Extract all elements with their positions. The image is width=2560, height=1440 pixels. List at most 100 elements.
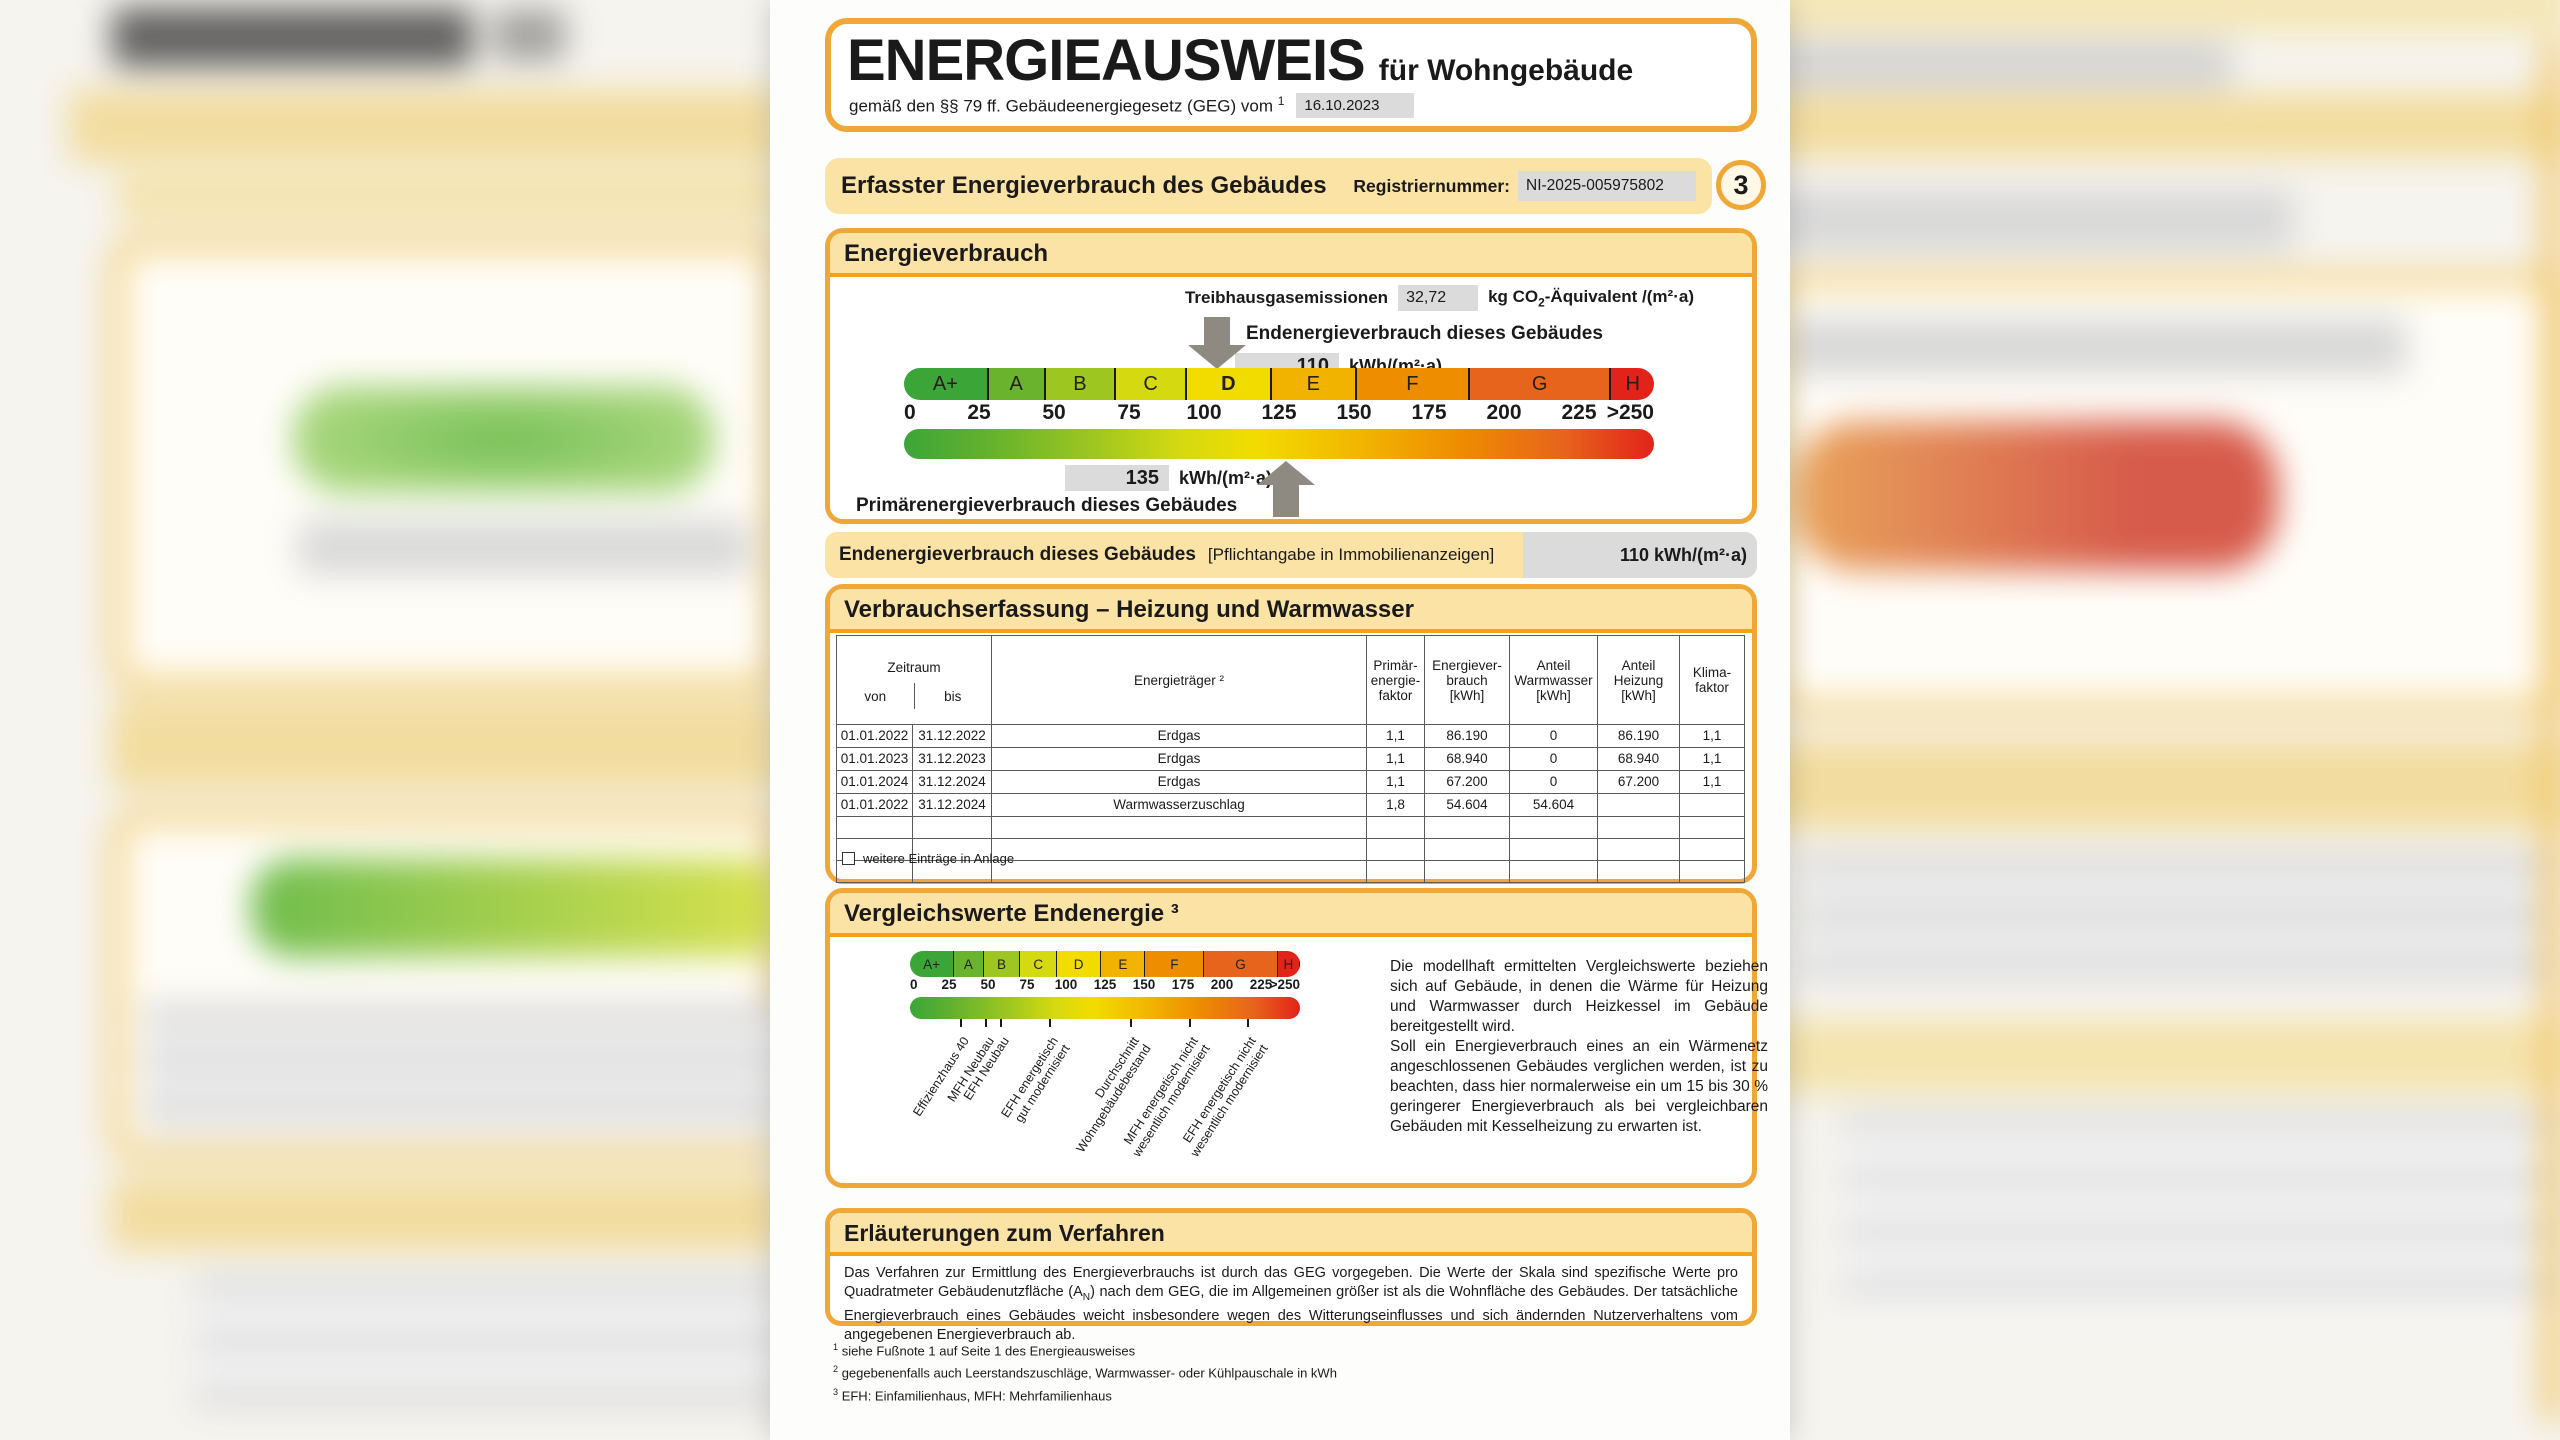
cmp-tick-75: 75 <box>1019 977 1035 992</box>
cmp-segment-e: E <box>1101 951 1146 977</box>
tick-75: 75 <box>1117 401 1141 424</box>
law-date-field: 16.10.2023 <box>1296 93 1415 118</box>
cmp-marker-tick <box>1130 1019 1132 1027</box>
explanation-box-title: Erläuterungen zum Verfahren <box>830 1213 1752 1256</box>
cmp-tick-25: 25 <box>941 977 957 992</box>
cmp-tick-225: 225 <box>1249 977 1273 992</box>
page-number-badge: 3 <box>1716 160 1766 210</box>
footnotes: 1 siehe Fußnote 1 auf Seite 1 des Energi… <box>833 1338 1337 1405</box>
comparison-rotated-labels: Effizienzhaus 40 MFH Neubau EFH Neubau E… <box>910 1019 1300 1179</box>
cmp-tick-0: 0 <box>910 977 918 992</box>
ghg-unit: kg CO2-Äquivalent /(m²·a) <box>1488 286 1694 310</box>
cmp-marker-tick <box>1049 1019 1051 1027</box>
section-title: Erfasster Energieverbrauch des Gebäudes <box>841 172 1327 199</box>
tick-225: 225 <box>1561 401 1597 424</box>
tick-250plus: >250 <box>1606 401 1654 424</box>
cmp-segment-f: F <box>1145 951 1205 977</box>
cmp-label-efh-gut-modernisiert: EFH energetisch gut modernisiert <box>998 1034 1073 1125</box>
cmp-segment-a: A <box>954 951 984 977</box>
energy-box-title: Energieverbrauch <box>830 233 1752 277</box>
comparison-gradient-bar <box>910 997 1300 1027</box>
cmp-segment-d: D <box>1057 951 1102 977</box>
blurred-right-page <box>1790 0 2560 1440</box>
cmp-tick-250plus: >250 <box>1269 977 1300 992</box>
comparison-box-title: Vergleichswerte Endenergie ³ <box>830 893 1752 937</box>
scale-segment-d-highlighted: D <box>1186 368 1272 400</box>
comparison-paragraph: Die modellhaft ermittelten Vergleichswer… <box>1390 957 1768 1137</box>
scale-segment-a: A <box>988 368 1046 400</box>
col-header-pef: Primär- energie- faktor <box>1366 635 1426 725</box>
more-entries-label: weitere Einträge in Anlage <box>863 851 1015 866</box>
table-row: 01.01.2024 31.12.2024 Erdgas 1,1 67.200 0 6… <box>836 770 1746 794</box>
primary-energy-unit: kWh/(m²·a) <box>1179 467 1272 488</box>
table-row-empty <box>836 860 1746 883</box>
footnote-1: 1 siehe Fußnote 1 auf Seite 1 des Energi… <box>833 1342 1136 1359</box>
cmp-marker-tick <box>1247 1019 1249 1027</box>
col-header-zeitraum: Zeitraum von bis <box>835 635 993 725</box>
tick-175: 175 <box>1411 401 1447 424</box>
tick-125: 125 <box>1261 401 1297 424</box>
cmp-segment-b: B <box>983 951 1021 977</box>
tick-100: 100 <box>1186 401 1222 424</box>
cmp-tick-50: 50 <box>980 977 996 992</box>
tick-0: 0 <box>904 401 916 424</box>
law-footnote-marker: 1 <box>1277 94 1285 109</box>
table-row: 01.01.2023 31.12.2023 Erdgas 1,1 68.940 0 6… <box>836 747 1746 771</box>
comparison-tick-labels: 0 25 50 75 100 125 150 175 200 225 >250 <box>910 977 1300 997</box>
document-title: ENERGIEAUSWEIS <box>847 28 1366 93</box>
comparison-paragraph-2: Soll ein Energieverbrauch eines an ein W… <box>1390 1038 1768 1135</box>
footnote-3: 3 EFH: Einfamilienhaus, MFH: Mehrfamilie… <box>833 1386 1112 1403</box>
consumption-box: Verbrauchserfassung – Heizung und Warmwa… <box>825 584 1757 884</box>
col-header-bis: bis <box>944 688 962 704</box>
primary-energy-value-line: 135 kWh/(m²·a) <box>1065 465 1272 491</box>
scale-segment-g: G <box>1469 368 1612 400</box>
section-header-bar: Erfasster Energieverbrauch des Gebäudes … <box>825 158 1712 214</box>
table-row: 01.01.2022 31.12.2022 Erdgas 1,1 86.190 0 8… <box>836 724 1746 748</box>
comparison-scale: A+ A B C D E F G H 0 25 50 75 100 125 <box>910 951 1300 1179</box>
cmp-tick-100: 100 <box>1054 977 1078 992</box>
energy-class-scale: A+ A B C D E F G H <box>904 368 1654 400</box>
certificate-page: ENERGIEAUSWEIS für Wohngebäude gemäß den… <box>770 0 1790 1440</box>
scale-segment-aplus: A+ <box>904 368 989 400</box>
tick-200: 200 <box>1486 401 1522 424</box>
tick-50: 50 <box>1042 401 1066 424</box>
cmp-tick-200: 200 <box>1210 977 1234 992</box>
comparison-paragraph-1: Die modellhaft ermittelten Vergleichswer… <box>1390 958 1768 1035</box>
ghg-line: Treibhausgasemissionen 32,72 kg CO2-Äqui… <box>830 285 1694 311</box>
more-entries-checkbox[interactable] <box>842 852 855 865</box>
cmp-tick-175: 175 <box>1171 977 1195 992</box>
cmp-marker-tick <box>1000 1019 1002 1027</box>
cmp-segment-g: G <box>1204 951 1278 977</box>
col-header-klimafaktor: Klima- faktor <box>1679 635 1746 725</box>
table-row-empty <box>836 816 1746 839</box>
end-band-title: Endenergieverbrauch dieses Gebäudes <box>839 544 1196 565</box>
primary-energy-arrow-up-icon <box>1257 461 1315 517</box>
blurred-left-page <box>0 0 770 1440</box>
end-band-value-field: 110 kWh/(m²·a) <box>1523 532 1757 578</box>
cmp-marker-tick <box>1189 1019 1191 1027</box>
cmp-segment-aplus: A+ <box>910 951 955 977</box>
footnote-2: 2 gegebenenfalls auch Leerstandszuschläg… <box>833 1364 1337 1381</box>
col-header-energietraeger: Energieträger ² <box>991 635 1368 725</box>
cmp-segment-h: H <box>1277 951 1300 977</box>
energy-consumption-box: Energieverbrauch Treibhausgasemissionen … <box>825 228 1757 524</box>
tick-25: 25 <box>967 401 991 424</box>
scale-segment-b: B <box>1045 368 1117 400</box>
cmp-marker-tick <box>960 1019 962 1027</box>
end-band-note: [Pflichtangabe in Immobilienanzeigen] <box>1207 545 1495 564</box>
comparison-box: Vergleichswerte Endenergie ³ A+ A B C D … <box>825 888 1768 1188</box>
col-header-verbrauch: Energiever- brauch [kWh] <box>1424 635 1511 725</box>
end-energy-label: Endenergieverbrauch dieses Gebäudes <box>1246 323 1603 344</box>
consumption-table: Zeitraum von bis Energieträger ² Primär-… <box>835 635 1746 883</box>
explanation-text: Das Verfahren zur Ermittlung des Energie… <box>844 1265 1738 1343</box>
end-energy-band: Endenergieverbrauch dieses Gebäudes [Pfl… <box>825 532 1757 578</box>
blurred-left-content <box>0 0 770 1440</box>
scale-tick-labels: 0 25 50 75 100 125 150 175 200 225 >250 <box>904 401 1654 425</box>
ghg-value-field: 32,72 <box>1398 285 1479 311</box>
cmp-tick-150: 150 <box>1132 977 1156 992</box>
title-box: ENERGIEAUSWEIS für Wohngebäude gemäß den… <box>825 18 1757 132</box>
table-row-empty <box>836 838 1746 861</box>
law-reference: gemäß den §§ 79 ff. Gebäudeenergiegesetz… <box>849 94 1285 116</box>
registration-number-field: NI-2025-005975802 <box>1518 171 1696 201</box>
